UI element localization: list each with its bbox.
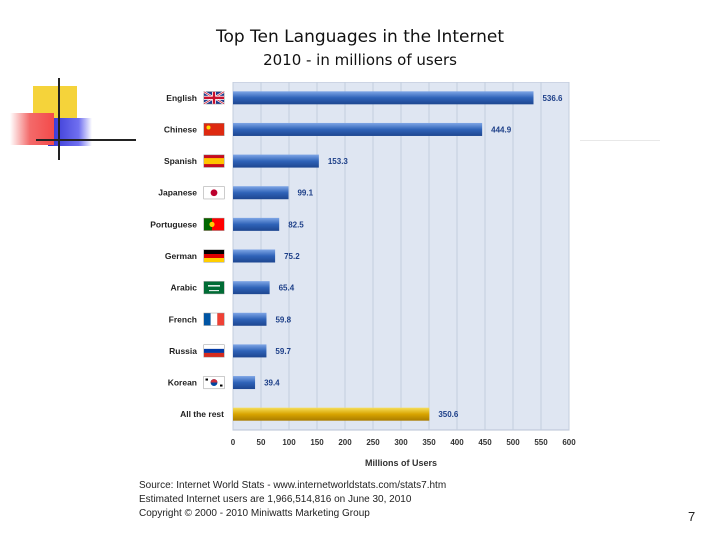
data-label: 350.6 <box>438 410 459 419</box>
data-label: 82.5 <box>288 220 304 229</box>
flag-part <box>209 221 215 227</box>
category-label: German <box>165 251 197 261</box>
flag-part <box>204 254 224 258</box>
flag-part <box>210 189 218 197</box>
bar <box>233 122 483 136</box>
x-tick-label: 200 <box>338 438 352 447</box>
decorative-blue-square <box>48 118 92 146</box>
category-label: Korean <box>168 378 197 388</box>
flag-part <box>208 285 220 287</box>
flag-part <box>204 158 224 165</box>
x-tick-label: 300 <box>394 438 408 447</box>
x-tick-label: 0 <box>231 438 236 447</box>
x-tick-label: 550 <box>534 438 548 447</box>
flag-part <box>205 378 208 381</box>
category-label: Portuguese <box>150 219 197 229</box>
bar <box>233 91 534 105</box>
slide-subtitle: 2010 - in millions of users <box>263 51 457 69</box>
data-label: 39.4 <box>264 379 280 388</box>
category-label: Spanish <box>164 156 197 166</box>
flag-part <box>204 258 224 262</box>
decorative-vertical-line <box>58 78 60 160</box>
x-tick-label: 150 <box>310 438 324 447</box>
page-number: 7 <box>688 509 696 524</box>
bar <box>233 217 280 231</box>
flag-part <box>204 123 224 136</box>
flag-part <box>206 125 211 130</box>
estimate-line: Estimated Internet users are 1,966,514,8… <box>139 494 412 505</box>
bar-chart: 0 50 100 150 200 250 300 350 400 450 500 550 600 Mill… <box>150 82 576 468</box>
category-label: English <box>166 93 197 103</box>
bar <box>233 281 270 295</box>
bar <box>233 249 276 263</box>
x-tick-label: 350 <box>422 438 436 447</box>
flag-part <box>204 313 211 326</box>
flag-part <box>217 313 224 326</box>
bar <box>233 376 256 390</box>
category-label: Japanese <box>158 188 197 198</box>
bar <box>233 186 289 200</box>
bar <box>233 407 430 421</box>
category-label: Russia <box>169 346 197 356</box>
data-label: 59.7 <box>275 347 291 356</box>
x-tick-label: 100 <box>282 438 296 447</box>
flag-part <box>204 96 224 100</box>
data-label: 65.4 <box>279 284 295 293</box>
data-label: 75.2 <box>284 252 300 261</box>
source-line: Source: Internet World Stats - www.inter… <box>139 480 447 491</box>
x-tick-label: 600 <box>562 438 576 447</box>
bar <box>233 344 267 358</box>
x-tick-label: 250 <box>366 438 380 447</box>
category-label: Arabic <box>171 283 198 293</box>
bar <box>233 154 319 168</box>
flag-part <box>204 344 224 349</box>
flag-part <box>204 250 224 254</box>
x-tick-label: 400 <box>450 438 464 447</box>
data-label: 153.3 <box>328 157 349 166</box>
decorative-horizontal-line <box>36 139 136 141</box>
flag-part <box>204 348 224 353</box>
data-label: 59.8 <box>275 315 291 324</box>
flag-part <box>210 379 218 383</box>
category-label: French <box>169 314 197 324</box>
flag-part <box>220 384 223 387</box>
x-tick-label: 450 <box>478 438 492 447</box>
decorative-faint-line <box>580 140 660 141</box>
data-label: 99.1 <box>297 189 313 198</box>
slide-title: Top Ten Languages in the Internet <box>215 27 505 47</box>
data-label: 444.9 <box>491 125 512 134</box>
x-tick-label: 500 <box>506 438 520 447</box>
flag-part <box>209 290 219 292</box>
x-tick-label: 50 <box>257 438 266 447</box>
x-axis-label: Millions of Users <box>365 458 437 468</box>
data-label: 536.6 <box>542 94 563 103</box>
flag-part <box>204 281 224 294</box>
category-label: Chinese <box>164 124 197 134</box>
copyright-line: Copyright © 2000 - 2010 Miniwatts Market… <box>139 508 370 519</box>
flag-part <box>204 218 212 231</box>
flag-part <box>210 313 218 326</box>
bar <box>233 312 267 326</box>
flag-part <box>204 352 224 357</box>
category-label: All the rest <box>180 409 224 419</box>
